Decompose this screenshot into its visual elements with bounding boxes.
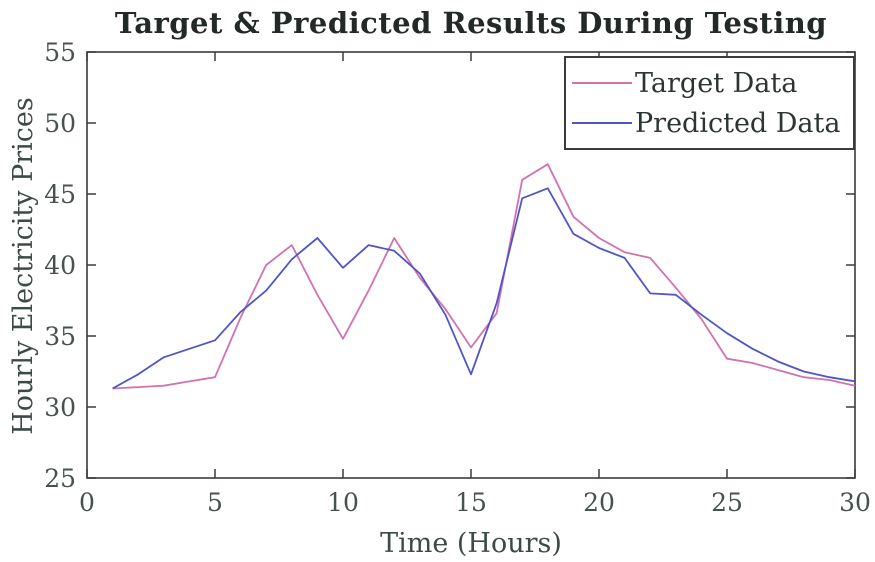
predicted-data-line <box>112 187 856 390</box>
y-tick-label: 25 <box>44 464 76 493</box>
x-tick-label: 30 <box>839 488 871 517</box>
x-tick-label: 10 <box>327 488 359 517</box>
y-tick-label: 30 <box>44 393 76 422</box>
chart-title: Target & Predicted Results During Testin… <box>114 6 828 40</box>
y-tick-label: 55 <box>44 38 76 67</box>
x-tick-label: 25 <box>711 488 743 517</box>
x-tick-label: 20 <box>583 488 615 517</box>
legend-item-target: Target Data <box>572 63 853 103</box>
x-tick-label: 5 <box>207 488 223 517</box>
legend: Target Data Predicted Data <box>564 56 855 150</box>
x-tick-label: 15 <box>455 488 487 517</box>
y-tick-label: 40 <box>44 251 76 280</box>
y-tick-label: 50 <box>44 109 76 138</box>
legend-label-predicted: Predicted Data <box>635 107 841 139</box>
y-tick-label: 35 <box>44 322 76 351</box>
x-axis-label: Time (Hours) <box>380 528 562 559</box>
legend-label-target: Target Data <box>635 67 798 99</box>
x-tick-label: 0 <box>79 488 95 517</box>
target-data-line <box>112 163 856 390</box>
legend-item-predicted: Predicted Data <box>572 103 853 143</box>
y-tick-label: 45 <box>44 180 76 209</box>
target-line-swatch-icon <box>572 82 632 84</box>
predicted-line-swatch-icon <box>572 122 632 124</box>
